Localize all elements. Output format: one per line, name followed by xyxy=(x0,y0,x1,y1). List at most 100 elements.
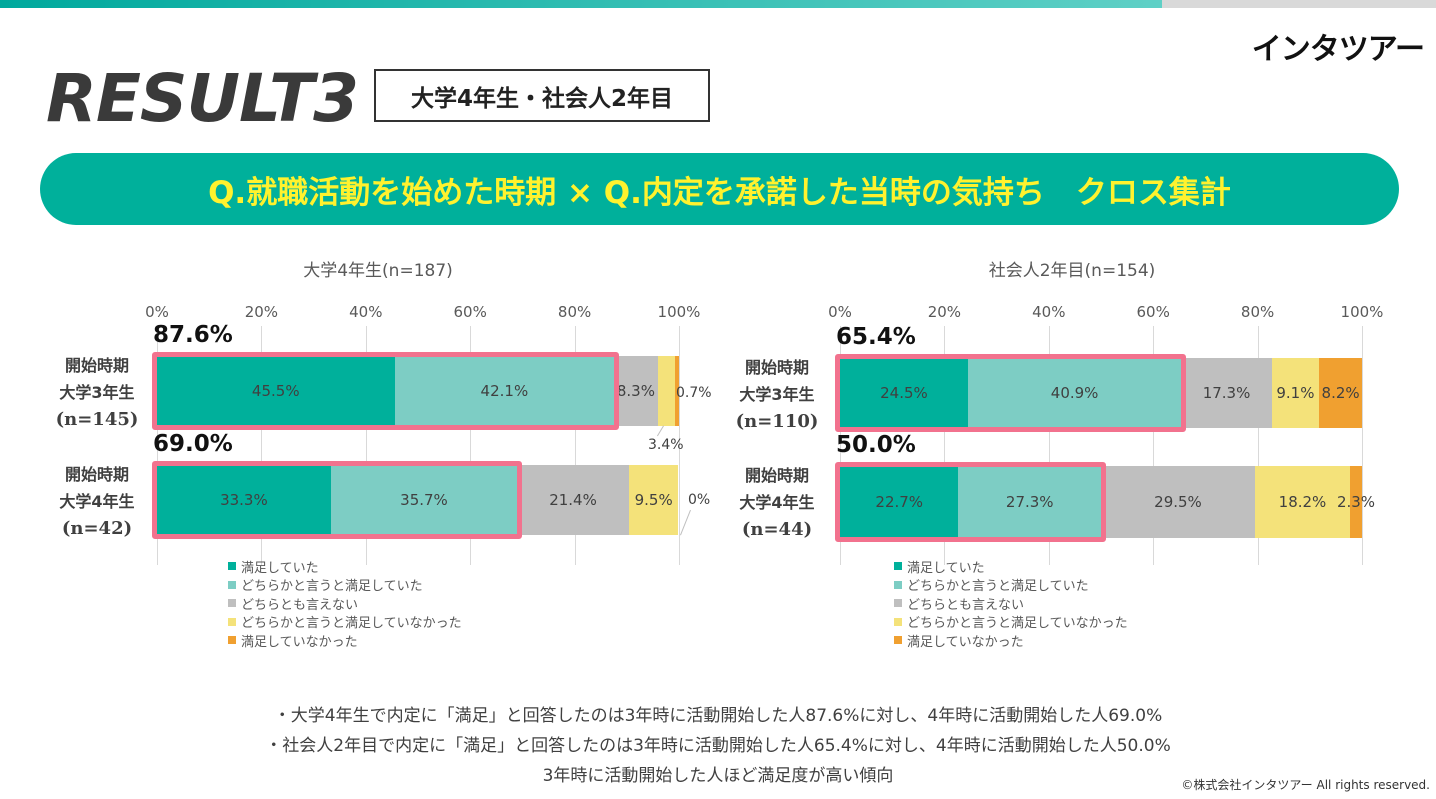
legend-label: どちらかと言うと満足していなかった xyxy=(907,616,1128,632)
target-tag: 大学4年生・社会人2年目 xyxy=(374,69,710,122)
data-label: 22.7% xyxy=(875,493,924,511)
legend-item: どちらかと言うと満足していなかった xyxy=(228,613,462,632)
leader-line xyxy=(657,425,664,436)
bar-segment: 8.2% xyxy=(1319,358,1362,428)
gridline xyxy=(1257,326,1259,565)
x-tick-label: 20% xyxy=(244,303,279,321)
legend-label: 満足していた xyxy=(907,560,985,576)
data-label: 3.4% xyxy=(648,437,684,453)
data-label: 18.2% xyxy=(1278,493,1327,511)
bar-segment: 17.3% xyxy=(1181,358,1272,428)
bar-segment: 22.7% xyxy=(840,466,959,538)
bar-segment: 40.9% xyxy=(967,358,1182,428)
legend-swatch xyxy=(228,580,236,589)
data-label: 33.3% xyxy=(220,491,268,509)
legend-swatch xyxy=(894,599,902,608)
bar-segment: 27.3% xyxy=(958,466,1101,538)
row-label-line1: 開始時期 xyxy=(64,465,129,484)
legend-item: 満足していなかった xyxy=(228,631,462,650)
gridline xyxy=(574,326,576,565)
x-tick-label: 0% xyxy=(145,303,169,321)
bar-segment: 9.1% xyxy=(1271,358,1320,428)
row-label: 開始時期 大学3年生 (n=145) xyxy=(52,352,142,433)
top-accent-bar xyxy=(0,0,1436,8)
x-tick-label: 100% xyxy=(1340,303,1384,321)
row-label-line1: 開始時期 xyxy=(744,358,809,377)
legend-swatch xyxy=(228,599,236,608)
bar-segment xyxy=(675,356,679,426)
data-label: 42.1% xyxy=(480,382,529,400)
data-label: 24.5% xyxy=(880,384,928,402)
row-label: 開始時期 大学4年生 (n=44) xyxy=(732,462,822,543)
data-label: 9.5% xyxy=(634,491,673,509)
gridline xyxy=(261,326,263,565)
bar-segment: 9.5% xyxy=(628,465,679,535)
legend-item: 満足していた xyxy=(228,557,462,576)
bar-segment: 29.5% xyxy=(1101,466,1255,538)
satisfied-highlight-box xyxy=(835,462,1106,542)
x-tick-label: 20% xyxy=(927,303,962,321)
legend-swatch xyxy=(228,562,236,571)
x-tick-label: 100% xyxy=(657,303,701,321)
chart-title: 大学4年生(n=187) xyxy=(303,261,453,281)
legend-label: 満足していなかった xyxy=(907,634,1024,650)
copyright: ©株式会社インタツアー All rights reserved. xyxy=(1181,778,1430,792)
bar-segment: 21.4% xyxy=(517,465,629,535)
result-title: RESULT3 xyxy=(46,60,359,137)
legend-label: どちらとも言えない xyxy=(907,597,1025,613)
legend-item: どちらかと言うと満足していた xyxy=(228,576,462,595)
row-label-line2: 大学3年生 xyxy=(59,383,135,402)
chart-title: 社会人2年目(n=154) xyxy=(988,261,1156,281)
data-label: 40.9% xyxy=(1050,384,1099,402)
legend-label: 満足していなかった xyxy=(241,634,358,650)
gridline xyxy=(1048,326,1050,565)
gridline xyxy=(1362,326,1363,565)
x-tick-label: 40% xyxy=(1032,303,1066,321)
row-label-n: (n=44) xyxy=(741,519,813,540)
legend: 満足していたどちらかと言うと満足していた どちらとも言えないどちらかと言うと満足し… xyxy=(894,557,1128,650)
legend-label: どちらとも言えない xyxy=(241,597,359,613)
legend-item: 満足していた xyxy=(894,557,1128,576)
legend-item: 満足していなかった xyxy=(894,631,1128,650)
row-label: 開始時期 大学4年生 (n=42) xyxy=(52,461,142,542)
legend-label: どちらかと言うと満足していた xyxy=(241,579,423,595)
bar-segment: 24.5% xyxy=(840,358,968,428)
satisfied-total: 69.0% xyxy=(153,431,233,457)
note-line-2: ・社会人2年目で内定に「満足」と回答したのは3年時に活動開始した人65.4%に対… xyxy=(265,736,1171,756)
x-tick-label: 0% xyxy=(828,303,852,321)
legend-swatch xyxy=(228,617,236,626)
legend-swatch xyxy=(894,617,902,626)
data-label: 0% xyxy=(688,492,711,508)
bar-segment: 2.3% xyxy=(1337,466,1375,538)
data-label: 27.3% xyxy=(1005,493,1054,511)
gridline xyxy=(944,326,946,565)
satisfied-total: 87.6% xyxy=(153,322,233,348)
data-label: 0.7% xyxy=(676,385,712,401)
bar-segment: 33.3% xyxy=(157,465,331,535)
note-line-1: ・大学4年生で内定に「満足」と回答したのは3年時に活動開始した人87.6%に対し… xyxy=(273,706,1163,726)
data-label: 2.3% xyxy=(1336,493,1376,511)
bar-segment xyxy=(657,356,676,426)
satisfied-total: 65.4% xyxy=(836,324,916,350)
satisfied-highlight-box xyxy=(152,461,523,539)
row-label-n: (n=42) xyxy=(61,518,133,539)
legend-label: どちらかと言うと満足していなかった xyxy=(241,616,462,632)
bar-segment: 18.2% xyxy=(1254,466,1350,538)
question-banner: Q.就職活動を始めた時期 × Q.内定を承諾した当時の気持ち クロス集計 xyxy=(40,153,1399,225)
top-accent-fill xyxy=(0,0,1162,8)
data-label: 17.3% xyxy=(1202,384,1251,402)
data-label: 45.5% xyxy=(251,382,300,400)
data-label: 35.7% xyxy=(400,491,448,509)
satisfied-highlight-box xyxy=(152,352,620,430)
gridline xyxy=(365,326,367,565)
data-label: 8.2% xyxy=(1321,384,1360,402)
gridline xyxy=(1153,326,1155,565)
data-label: 9.1% xyxy=(1276,384,1315,402)
data-label: 29.5% xyxy=(1154,493,1202,511)
legend-label: どちらかと言うと満足していた xyxy=(907,579,1089,595)
row-label-line1: 開始時期 xyxy=(744,466,809,485)
data-label: 21.4% xyxy=(549,491,597,509)
bar-segment: 42.1% xyxy=(394,356,615,426)
x-tick-label: 60% xyxy=(453,303,487,321)
row-label: 開始時期 大学3年生 (n=110) xyxy=(732,354,822,435)
